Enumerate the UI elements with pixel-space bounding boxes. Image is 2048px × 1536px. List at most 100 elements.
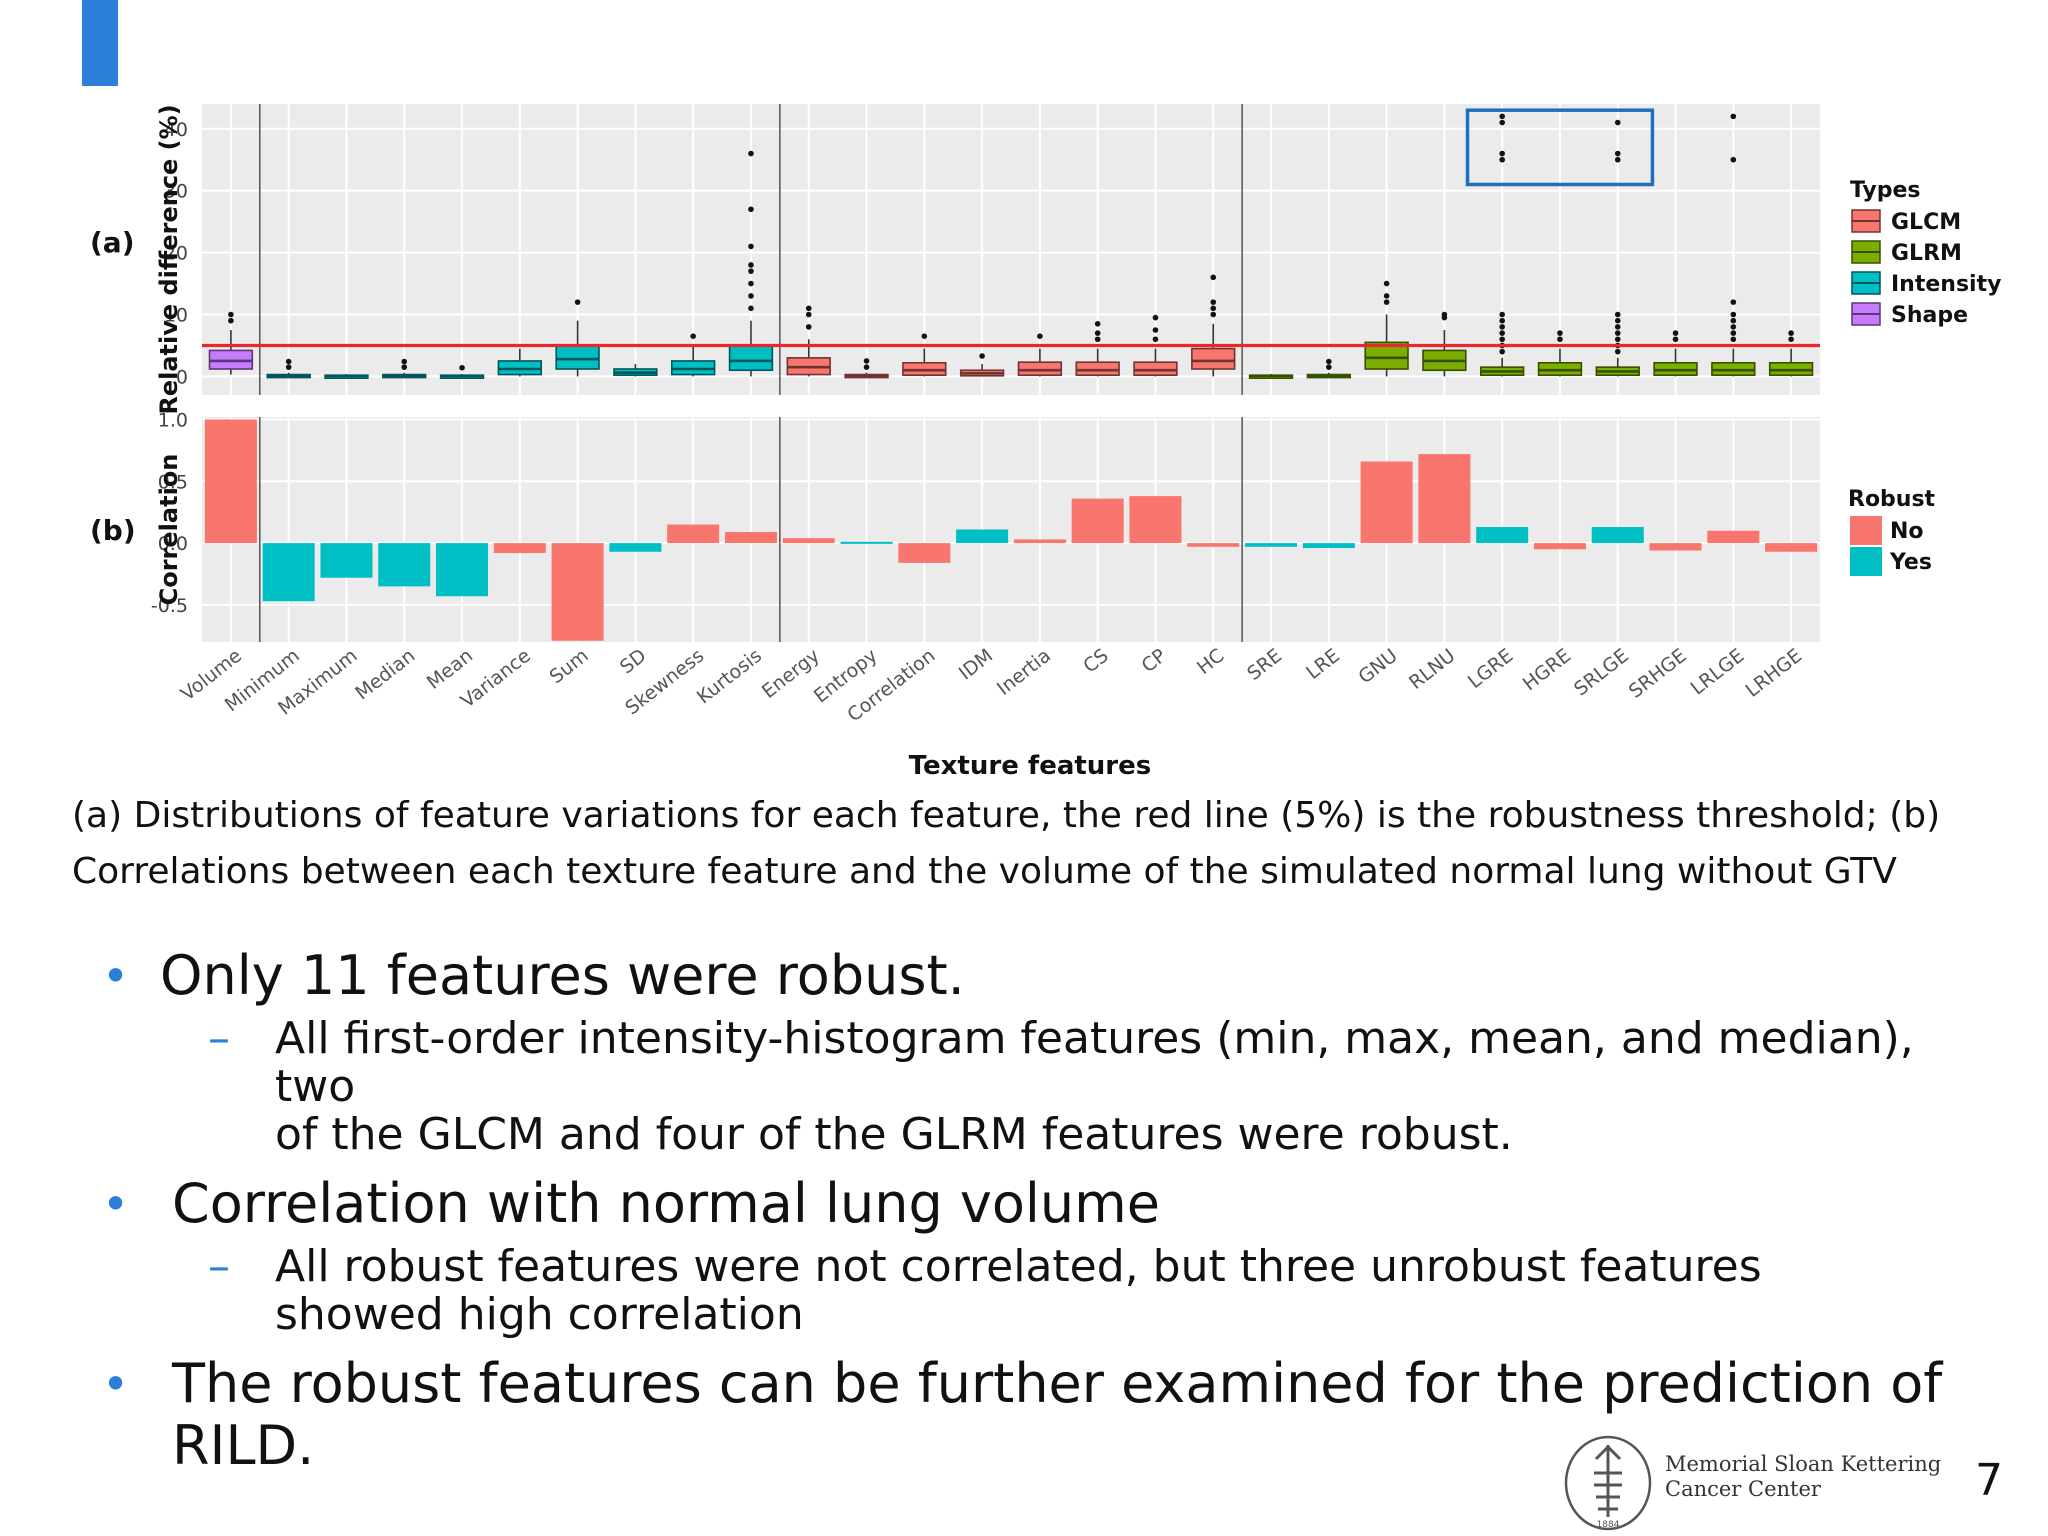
panel-b-background — [202, 417, 1820, 642]
bar-RLNU — [1418, 454, 1471, 544]
outlier-point — [1152, 336, 1159, 343]
box-Mean — [439, 364, 485, 379]
box-body — [1191, 347, 1236, 370]
panel-a-background — [202, 104, 1820, 395]
box-LGRE — [1479, 113, 1525, 377]
legend-label-Intensity: Intensity — [1891, 272, 2001, 297]
legend-swatch-No — [1850, 516, 1882, 545]
outlier-point — [748, 150, 754, 157]
x-tick-label: LRE — [1302, 645, 1344, 684]
bar-Volume — [204, 419, 257, 544]
y-tick-label: 0.0 — [158, 533, 188, 555]
bar-Kurtosis — [724, 531, 777, 544]
y-tick-label: 20 — [164, 243, 188, 265]
highlight-box — [1465, 108, 1655, 187]
outlier-point — [1614, 119, 1621, 126]
outlier-point — [1788, 336, 1794, 343]
box-Inertia — [1017, 333, 1063, 377]
outlier-point — [1094, 336, 1101, 343]
panel-b-barplot: -0.5 0.0 0.5 1.0 Correlation (b) — [90, 409, 1820, 642]
bar-LRHGE — [1765, 543, 1818, 552]
outlier-point — [1614, 348, 1621, 355]
bar-Inertia — [1013, 539, 1066, 544]
outlier-point — [1499, 336, 1505, 343]
outlier-point — [1499, 150, 1505, 157]
y-tick-label: 10 — [164, 305, 188, 327]
outlier-point — [1730, 324, 1737, 330]
bar-LRE — [1302, 543, 1355, 549]
legend-label-No: No — [1890, 519, 1924, 544]
bar-Entropy — [840, 541, 893, 544]
bar-HGRE — [1533, 543, 1586, 550]
box-Minimum — [266, 358, 311, 379]
box-CS — [1075, 320, 1120, 377]
outlier-point — [1094, 320, 1101, 327]
x-tick-label: RLNU — [1405, 645, 1459, 694]
legend-label-GLRM: GLRM — [1891, 241, 1962, 266]
x-tick-label: IDM — [955, 645, 997, 685]
bar-Sum — [551, 543, 604, 641]
box-Sum — [555, 299, 600, 377]
outlier-point — [748, 262, 754, 268]
x-tick-label: SD — [616, 645, 651, 679]
caption-line-2: Correlations between each texture featur… — [72, 851, 1897, 892]
x-tick-label: Kurtosis — [693, 645, 766, 709]
outlier-point — [690, 333, 696, 339]
x-tick-label: LRHGE — [1742, 645, 1807, 702]
outlier-point — [748, 280, 754, 287]
outlier-point — [1326, 358, 1332, 365]
outlier-point — [1152, 314, 1159, 321]
logo-line-2: Cancer Center — [1665, 1477, 1821, 1501]
msk-logo: 1884 — [1564, 1435, 1652, 1531]
box-CP — [1133, 314, 1178, 377]
outlier-point — [1614, 150, 1621, 157]
outlier-point — [285, 358, 292, 365]
box-LRLGE — [1711, 113, 1756, 377]
sub-bullet-1-line2: of the GLCM and four of the GLRM feature… — [275, 1109, 1513, 1160]
y-tick-label: 40 — [164, 119, 188, 141]
outlier-point — [979, 353, 985, 359]
bar-SRHGE — [1649, 543, 1702, 551]
box-Correlation — [902, 333, 947, 377]
bar-CP — [1129, 496, 1182, 544]
outlier-point — [285, 364, 292, 370]
x-tick-label: SRE — [1243, 645, 1286, 685]
outlier-point — [1499, 324, 1505, 330]
outlier-point — [1730, 330, 1737, 336]
outlier-point — [805, 305, 812, 312]
bar-Energy — [782, 538, 835, 544]
box-SRE — [1248, 373, 1294, 379]
box-SRHGE — [1653, 330, 1698, 377]
outlier-point — [1730, 113, 1737, 120]
bar-SRE — [1245, 543, 1298, 547]
x-tick-label: LRLGE — [1687, 645, 1749, 700]
bullet-1-text: Only 11 features were robust. — [160, 944, 965, 1007]
outlier-point — [401, 364, 408, 370]
outlier-point — [1441, 311, 1448, 318]
y-tick-label: -0.5 — [151, 595, 188, 617]
bar-Minimum — [262, 543, 315, 602]
outlier-point — [863, 364, 870, 370]
bar-CS — [1071, 498, 1124, 544]
figure-caption: (a) Distributions of feature variations … — [72, 788, 2012, 900]
dash-icon: – — [208, 1013, 230, 1064]
box-Maximum — [324, 373, 369, 379]
box-body — [1017, 361, 1063, 376]
outlier-point — [1672, 330, 1679, 336]
x-tick-label: Median — [351, 645, 419, 705]
legend-label-Yes: Yes — [1889, 550, 1932, 575]
outlier-point — [1788, 330, 1794, 336]
bar-IDM — [956, 529, 1009, 544]
outlier-point — [1499, 317, 1505, 324]
box-Variance — [497, 348, 543, 377]
box-Median — [382, 358, 427, 379]
outlier-point — [1037, 333, 1043, 339]
x-tick-label: Sum — [546, 645, 593, 689]
box-IDM — [959, 353, 1005, 377]
legend-label-GLCM: GLCM — [1891, 210, 1961, 235]
outlier-point — [863, 358, 870, 364]
bar-SRLGE — [1591, 527, 1644, 544]
outlier-point — [401, 358, 408, 365]
sub-bullet-2-line2: showed high correlation — [275, 1289, 804, 1340]
box-body — [555, 344, 600, 370]
